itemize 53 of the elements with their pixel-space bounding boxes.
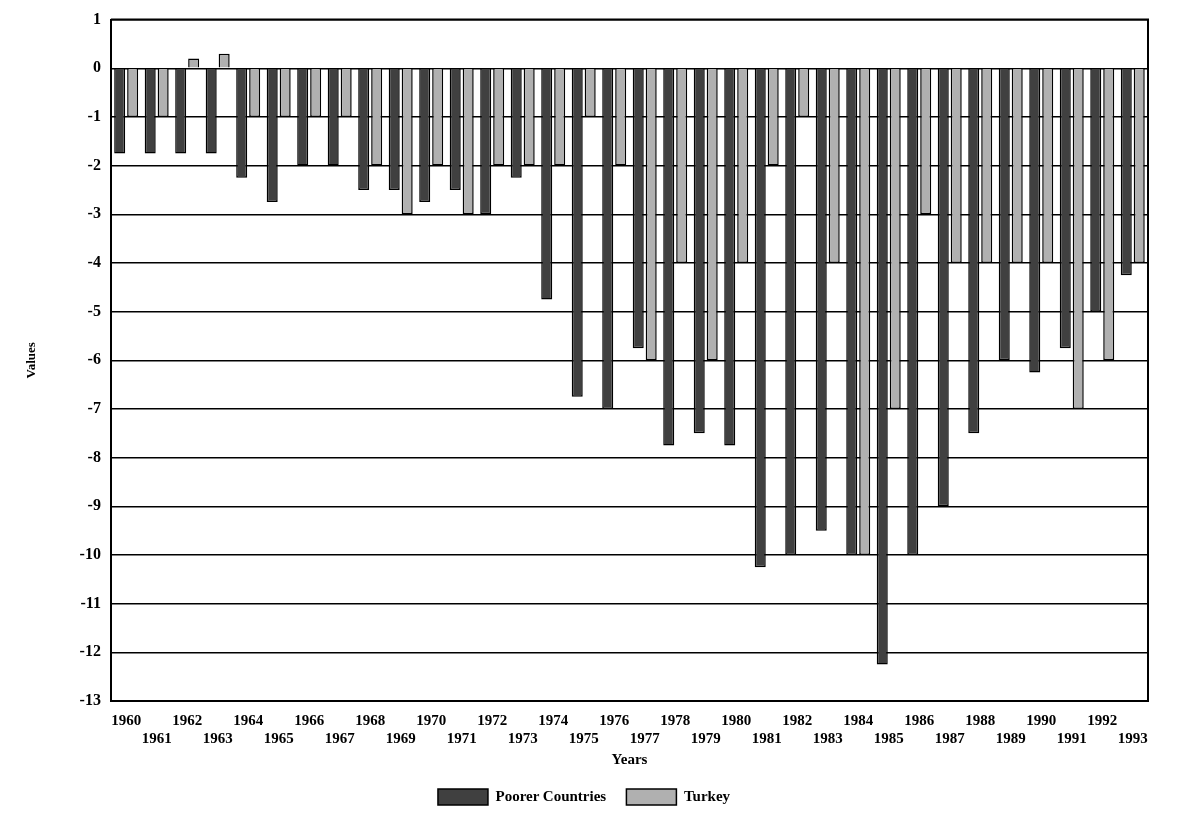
- x-tick-label: 1961: [141, 729, 172, 746]
- x-tick-label: 1983: [812, 729, 843, 746]
- y-tick-label: -7: [87, 399, 101, 417]
- x-tick-label: 1970: [416, 711, 447, 728]
- x-tick-label: 1971: [446, 729, 477, 746]
- y-tick-label: -4: [87, 253, 101, 271]
- x-tick-label: 1987: [934, 729, 966, 746]
- y-tick-label: -2: [87, 155, 101, 173]
- x-axis-title: Years: [611, 750, 648, 767]
- x-tick-label: 1975: [568, 729, 599, 746]
- x-tick-label: 1977: [629, 729, 661, 746]
- y-tick-label: -3: [87, 204, 101, 222]
- x-tick-label: 1967: [324, 729, 356, 746]
- y-tick-label: 1: [92, 9, 101, 27]
- y-tick-label: -8: [87, 447, 101, 465]
- legend-label: Poorer Countries: [495, 787, 607, 804]
- x-tick-label: 1990: [1026, 711, 1057, 728]
- x-tick-label: 1979: [690, 729, 721, 746]
- y-tick-label: 0: [92, 58, 101, 76]
- y-tick-label: -11: [80, 593, 101, 611]
- x-tick-label: 1992: [1087, 711, 1118, 728]
- x-tick-label: 1976: [599, 711, 630, 728]
- y-tick-label: -5: [87, 301, 101, 319]
- x-tick-label: 1978: [660, 711, 691, 728]
- x-tick-label: 1969: [385, 729, 416, 746]
- x-tick-label: 1960: [111, 711, 142, 728]
- x-tick-label: 1988: [965, 711, 996, 728]
- x-tick-label: 1981: [751, 729, 782, 746]
- y-tick-label: -6: [87, 350, 101, 368]
- x-tick-label: 1991: [1056, 729, 1087, 746]
- x-tick-label: 1982: [782, 711, 813, 728]
- x-tick-label: 1966: [294, 711, 325, 728]
- x-tick-label: 1968: [355, 711, 386, 728]
- y-tick-label: -13: [79, 691, 101, 709]
- x-tick-label: 1980: [721, 711, 752, 728]
- x-tick-label: 1989: [995, 729, 1026, 746]
- y-axis-title: Values: [23, 342, 39, 379]
- x-tick-label: 1986: [904, 711, 935, 728]
- y-tick-label: -1: [87, 107, 101, 125]
- x-tick-label: 1993: [1117, 729, 1148, 746]
- x-tick-label: 1965: [263, 729, 294, 746]
- x-tick-label: 1972: [477, 711, 508, 728]
- x-tick-label: 1985: [873, 729, 904, 746]
- x-tick-label: 1973: [507, 729, 538, 746]
- x-tick-label: 1962: [172, 711, 203, 728]
- x-tick-label: 1974: [538, 711, 569, 728]
- x-tick-label: 1963: [202, 729, 233, 746]
- y-tick-label: -10: [79, 545, 101, 563]
- y-tick-label: -12: [79, 642, 101, 660]
- x-tick-label: 1984: [843, 711, 874, 728]
- y-tick-label: -9: [87, 496, 101, 514]
- legend-label: Turkey: [683, 787, 731, 804]
- x-tick-label: 1964: [233, 711, 264, 728]
